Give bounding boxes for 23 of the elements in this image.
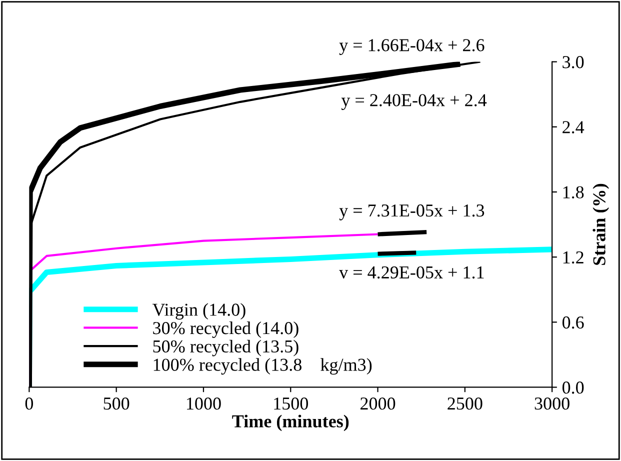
x-tick-label: 2000 <box>360 397 396 410</box>
y-tick-label: 1.2 <box>563 251 584 264</box>
x-tick-label: 1000 <box>187 397 221 410</box>
annotation: v = 4.29E-05x + 1.1 <box>339 266 484 279</box>
legend-label: 50% recycled (13.5) <box>153 340 298 356</box>
x-axis-title: Time (minutes) <box>232 414 349 432</box>
y-tick-label: 1.8 <box>563 186 584 198</box>
y-axis-title: Strain (%) <box>592 184 610 265</box>
y-tick-label: 0.0 <box>562 381 584 394</box>
y-tick-label: 0.6 <box>562 316 584 329</box>
x-tick-label: 0 <box>25 397 34 410</box>
x-tick-label: 2500 <box>448 397 482 410</box>
legend-label: 30% recycled (14.0) <box>153 321 298 338</box>
y-tick-label: 2.4 <box>562 121 584 134</box>
x-tick-label: 1500 <box>274 397 308 410</box>
annotation: y = 2.40E-04x + 2.4 <box>341 94 487 110</box>
text: y = 1.66E-04x + 2.6 <box>339 39 484 55</box>
y-tick-label: 3.0 <box>562 56 584 68</box>
annotation: y = 7.31E-05x + 1.3 <box>339 204 484 220</box>
legend-label: 100% recycled (13.8 kg/m3) <box>154 358 372 375</box>
legend-label: Virgin (14.0) <box>152 303 246 320</box>
x-tick-label: 500 <box>104 397 130 410</box>
x-tick-label: 3000 <box>534 397 570 410</box>
